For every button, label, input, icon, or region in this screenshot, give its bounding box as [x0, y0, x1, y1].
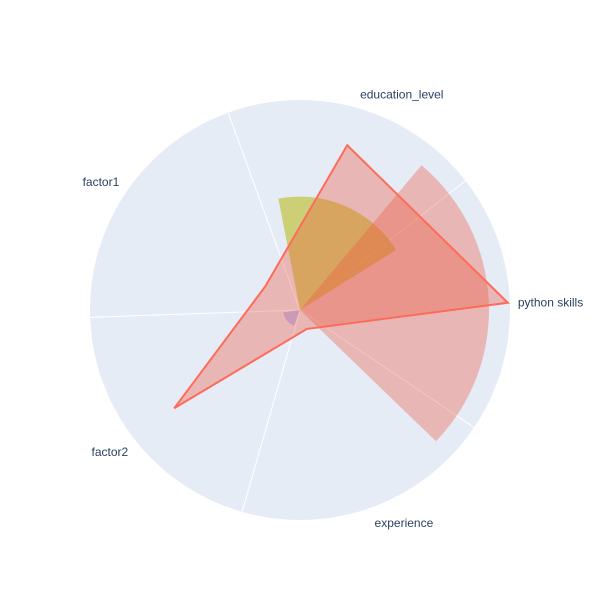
bar-sector-education-level: [278, 196, 397, 310]
bar-sector-factor2: [283, 310, 300, 326]
angular-gridline: [90, 309, 301, 318]
angular-gridline: [227, 112, 301, 311]
barpolar-traces: [278, 165, 490, 442]
category-label-experience: experience: [375, 516, 434, 530]
radar-line: [173, 143, 510, 410]
angular-gridline: [241, 309, 301, 513]
angular-gridline: [299, 309, 475, 428]
category-label-factor1: factor1: [83, 175, 120, 189]
bar-sector-python-skills: [300, 165, 490, 442]
category-label-education-level: education_level: [360, 87, 443, 101]
angular-tick-labels: python skills education_level factor1 facto…: [83, 87, 584, 529]
category-label-python-skills: python skills: [518, 295, 583, 309]
category-label-factor2: factor2: [92, 445, 129, 459]
radar-fill: [174, 145, 508, 409]
scatterpolar-trace: [173, 143, 510, 410]
